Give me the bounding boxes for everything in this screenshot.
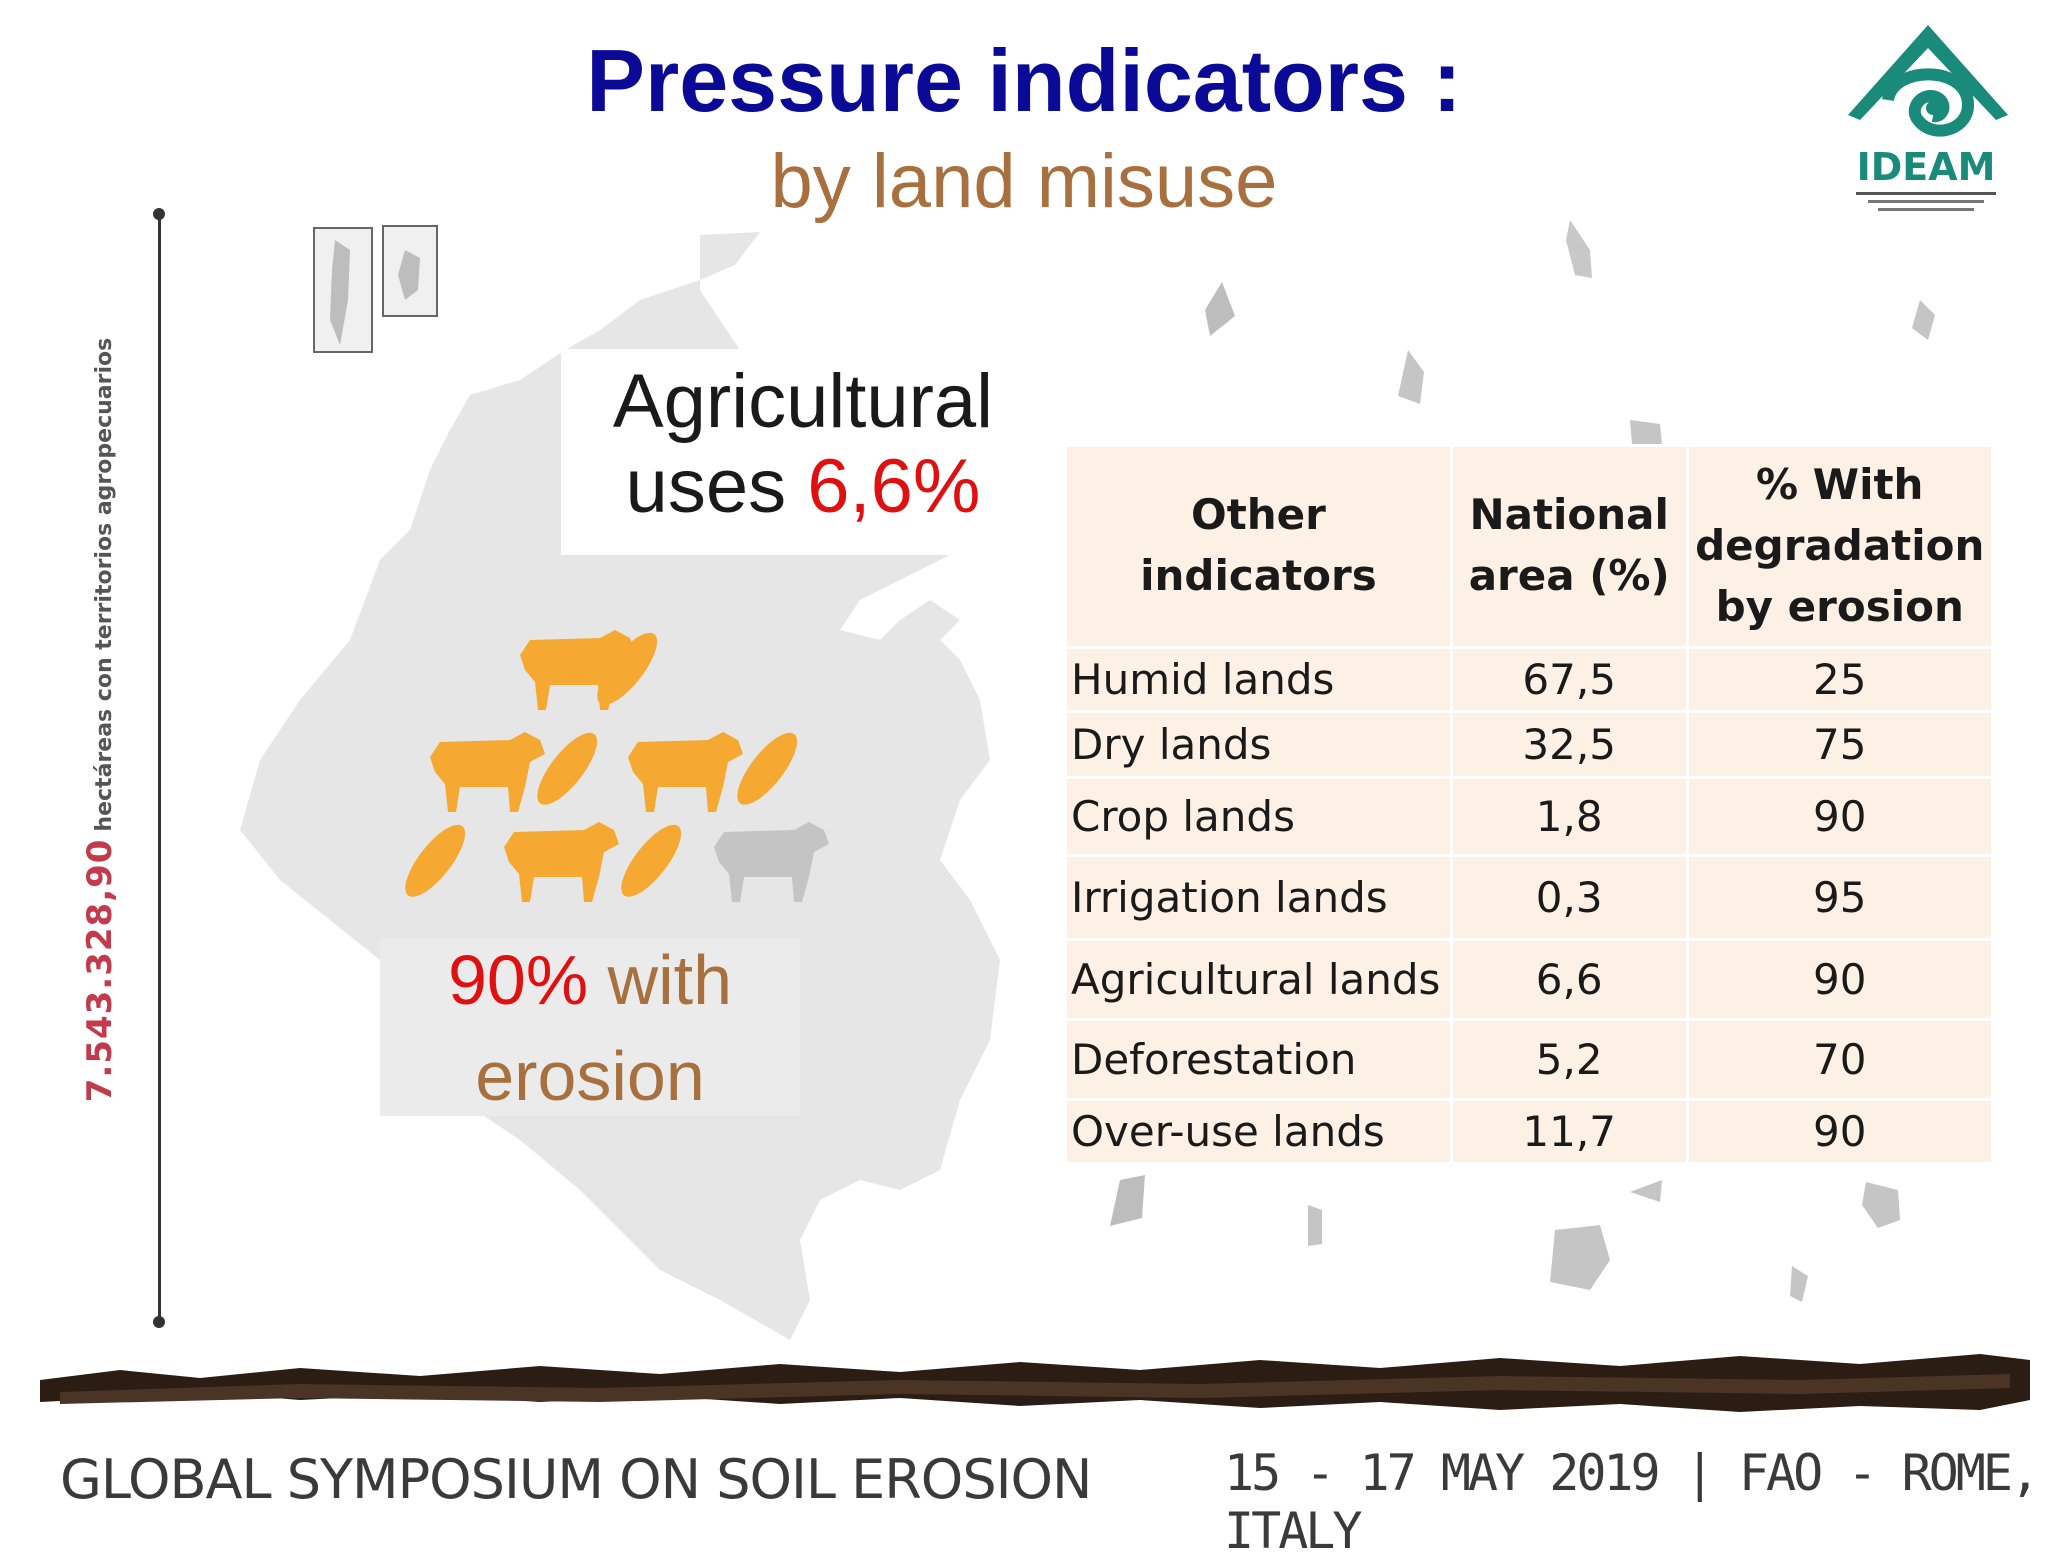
table-row: Irrigation lands 0,3 95 <box>1064 853 1994 941</box>
stone <box>1862 1182 1900 1228</box>
erosion-line-1: 90% with <box>380 940 800 1020</box>
row-area: 6,6 <box>1449 937 1689 1021</box>
erosion-label: erosion <box>475 1037 705 1115</box>
stone <box>1790 1266 1808 1302</box>
row-area: 32,5 <box>1449 709 1689 779</box>
stone <box>1912 300 1935 340</box>
footer-event-date-location: 15 - 17 MAY 2019 | FAO - ROME, ITALY <box>1224 1444 2040 1560</box>
livestock-crop-icons <box>405 630 829 902</box>
row-label: Crop lands <box>1064 775 1453 857</box>
scale-endpoint-top <box>153 208 165 220</box>
corn-icon <box>621 824 682 897</box>
row-label: Dry lands <box>1064 709 1453 779</box>
row-area: 67,5 <box>1449 645 1689 713</box>
agricultural-uses-line: uses 6,6% <box>561 443 1045 530</box>
header-national-area: National area (%) <box>1449 444 1689 649</box>
row-erosion: 90 <box>1685 937 1994 1021</box>
vertical-scale-line <box>158 212 161 1322</box>
uses-label: uses <box>625 444 787 529</box>
cow-icon-gray <box>714 822 829 902</box>
table-row: Dry lands 32,5 75 <box>1064 709 1994 779</box>
footer-event-name: GLOBAL SYMPOSIUM ON SOIL EROSION <box>60 1448 1092 1511</box>
table-row: Agricultural lands 6,6 90 <box>1064 937 1994 1021</box>
corn-icon <box>537 732 598 805</box>
stone <box>1550 1225 1610 1290</box>
ideam-logo: IDEAM <box>1848 25 2008 211</box>
slide-title: Pressure indicators : <box>586 31 1462 130</box>
table-row: Humid lands 67,5 25 <box>1064 645 1994 713</box>
stone <box>1308 1205 1322 1246</box>
hectares-value: 7.543.328,90 <box>80 838 120 1103</box>
row-erosion: 90 <box>1685 1097 1994 1165</box>
header-other-indicators: Other indicators <box>1064 444 1453 649</box>
cow-icon <box>628 732 743 812</box>
cow-icon <box>430 732 545 812</box>
vertical-hectares-label: 7.543.328,90 hectáreas con territorios a… <box>80 170 120 1270</box>
row-label: Agricultural lands <box>1064 937 1453 1021</box>
row-label: Humid lands <box>1064 645 1453 713</box>
corn-icon <box>597 632 658 705</box>
slide-subtitle: by land misuse <box>770 139 1278 224</box>
table-row: Crop lands 1,8 90 <box>1064 775 1994 857</box>
table-row: Over-use lands 11,7 90 <box>1064 1097 1994 1165</box>
island-shape-2 <box>398 250 420 300</box>
stone <box>1630 420 1662 445</box>
table-row: Deforestation 5,2 70 <box>1064 1017 1994 1101</box>
corn-icon <box>737 732 798 805</box>
corn-icon <box>405 824 466 897</box>
stone <box>1205 282 1235 336</box>
row-erosion: 70 <box>1685 1017 1994 1101</box>
stone <box>1566 220 1592 278</box>
row-erosion: 75 <box>1685 709 1994 779</box>
erosion-box <box>380 938 800 1116</box>
row-label: Deforestation <box>1064 1017 1453 1101</box>
cow-icon <box>504 822 619 902</box>
stone <box>1630 1180 1662 1202</box>
agricultural-label: Agricultural <box>612 359 994 444</box>
table-header-row: Other indicators National area (%) % With d… <box>1064 444 1994 649</box>
header-degradation: % With degradation by erosion <box>1685 444 1994 649</box>
row-area: 5,2 <box>1449 1017 1689 1101</box>
soil-band <box>40 1354 2030 1412</box>
row-label: Over-use lands <box>1064 1097 1453 1165</box>
indicators-table: Other indicators National area (%) % With d… <box>1064 444 1994 1165</box>
scale-endpoint-bottom <box>153 1316 165 1328</box>
erosion-percentage: 90% <box>447 941 589 1019</box>
row-area: 0,3 <box>1449 853 1689 941</box>
row-area: 11,7 <box>1449 1097 1689 1165</box>
agricultural-uses-box <box>561 349 1013 555</box>
indicators-table-container: Other indicators National area (%) % With d… <box>1064 444 1994 1165</box>
agricultural-percentage: 6,6% <box>807 444 981 529</box>
stone <box>1110 1175 1145 1226</box>
island-shape-1 <box>330 240 350 345</box>
row-erosion: 95 <box>1685 853 1994 941</box>
logo-wordmark: IDEAM <box>1857 145 1996 189</box>
row-area: 1,8 <box>1449 775 1689 857</box>
row-erosion: 25 <box>1685 645 1994 713</box>
hectares-text: hectáreas con territorios agropecuarios <box>92 337 117 832</box>
row-erosion: 90 <box>1685 775 1994 857</box>
row-label: Irrigation lands <box>1064 853 1453 941</box>
stone <box>1398 350 1424 404</box>
erosion-with-label: with <box>588 941 733 1019</box>
